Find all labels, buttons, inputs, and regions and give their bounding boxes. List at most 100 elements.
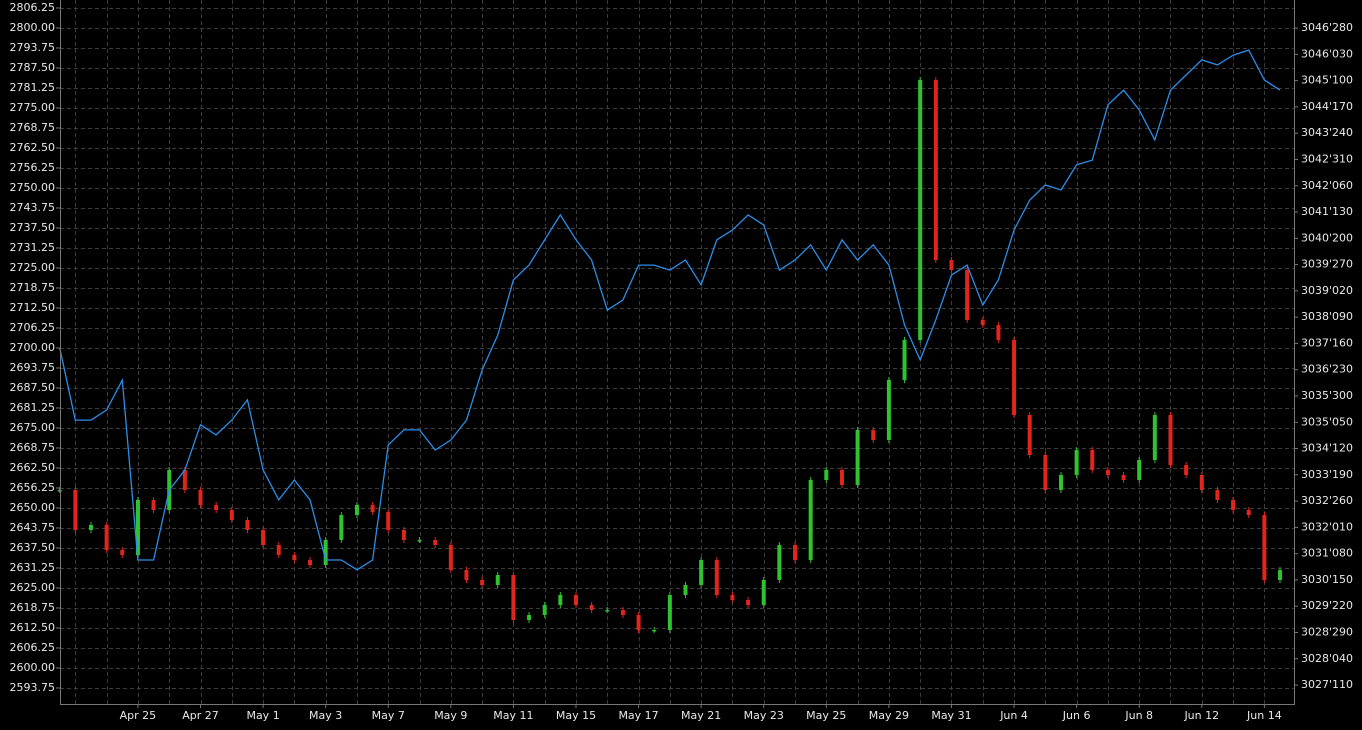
y2-tick-label: 3042'310 [1301, 152, 1353, 165]
candle [151, 500, 156, 510]
candle [354, 504, 359, 516]
y-tick-label: 2662.50 [10, 461, 56, 474]
x-tick-label: Jun 4 [999, 709, 1028, 722]
candle [339, 515, 344, 540]
y-tick-label: 2693.75 [10, 361, 56, 374]
candle [558, 595, 563, 605]
candle [1278, 569, 1283, 580]
x-tick-label: Apr 25 [120, 709, 157, 722]
marks [57, 49, 1283, 633]
candle [605, 609, 610, 612]
x-tick-label: Jun 6 [1062, 709, 1091, 722]
candle [996, 324, 1001, 340]
candle [652, 629, 657, 632]
y2-tick-label: 3032'260 [1301, 494, 1353, 507]
candle [855, 429, 860, 485]
x-tick-label: May 25 [806, 709, 846, 722]
candle [511, 575, 516, 620]
y-tick-label: 2625.00 [10, 581, 56, 594]
candle [57, 489, 62, 492]
y-tick-label: 2681.25 [10, 401, 56, 414]
y-tick-label: 2612.50 [10, 621, 56, 634]
candle [808, 480, 813, 560]
y2-tick-label: 3028'290 [1301, 625, 1353, 638]
y-tick-label: 2787.50 [10, 61, 56, 74]
x-tick-label: May 23 [744, 709, 784, 722]
y-tick-label: 2775.00 [10, 101, 56, 114]
candle [636, 615, 641, 630]
candle [386, 512, 391, 530]
candle [965, 269, 970, 320]
x-tick-label: May 11 [493, 709, 533, 722]
x-tick-label: Jun 12 [1183, 709, 1219, 722]
candle [1152, 415, 1157, 460]
y2-tick-label: 3035'050 [1301, 415, 1353, 428]
y2-tick-label: 3039'020 [1301, 284, 1353, 297]
x-tick-label: Jun 8 [1124, 709, 1153, 722]
candle [1168, 415, 1173, 465]
x-tick-label: May 31 [931, 709, 971, 722]
x-tick-label: May 29 [869, 709, 909, 722]
candle [933, 80, 938, 260]
y-tick-label: 2593.75 [10, 681, 56, 694]
y-tick-label: 2743.75 [10, 201, 56, 214]
y2-tick-label: 3035'300 [1301, 389, 1353, 402]
y2-tick-label: 3029'220 [1301, 599, 1353, 612]
y-tick-label: 2718.75 [10, 281, 56, 294]
candle [542, 604, 547, 616]
candle [573, 595, 578, 605]
candle [401, 529, 406, 540]
candle [495, 575, 500, 585]
candle [1215, 489, 1220, 500]
candle [464, 569, 469, 580]
y-tick-label: 2781.25 [10, 81, 56, 94]
y2-tick-label: 3041'130 [1301, 205, 1353, 218]
y-tick-label: 2637.50 [10, 541, 56, 554]
candle [871, 429, 876, 440]
candle [886, 380, 891, 440]
y-tick-label: 2756.25 [10, 161, 56, 174]
y-tick-label: 2793.75 [10, 41, 56, 54]
candle [480, 580, 485, 585]
y-tick-label: 2706.25 [10, 321, 56, 334]
candle [1105, 469, 1110, 476]
candle [88, 524, 93, 530]
candle [261, 529, 266, 545]
candle [135, 500, 140, 556]
labels: 2806.25 2800.00 2793.75 2787.50 2781.25 2775.… [10, 1, 1354, 722]
candle [182, 469, 187, 490]
y2-tick-label: 3031'080 [1301, 547, 1353, 560]
y2-tick-label: 3044'170 [1301, 100, 1353, 113]
x-tick-label: May 21 [681, 709, 721, 722]
x-tick-label: May 7 [372, 709, 405, 722]
candle [1246, 509, 1251, 516]
candle [777, 544, 782, 580]
candle [1184, 464, 1189, 476]
candle [746, 600, 751, 605]
candle [292, 555, 297, 560]
x-tick-label: Apr 27 [182, 709, 219, 722]
y-tick-label: 2606.25 [10, 641, 56, 654]
candle [1043, 455, 1048, 490]
x-tick-label: May 9 [434, 709, 467, 722]
candle [1121, 475, 1126, 480]
x-tick-label: May 15 [556, 709, 596, 722]
y-tick-label: 2643.75 [10, 521, 56, 534]
candle [1199, 475, 1204, 490]
y2-tick-label: 3034'120 [1301, 442, 1353, 455]
price-line [59, 49, 1281, 571]
y-tick-label: 2656.25 [10, 481, 56, 494]
candle [120, 549, 125, 556]
y-tick-label: 2806.25 [10, 1, 56, 14]
candle [667, 595, 672, 630]
candle [1058, 475, 1063, 490]
candle [1074, 449, 1079, 476]
candle [902, 340, 907, 380]
y2-tick-label: 3040'200 [1301, 231, 1353, 244]
candle [276, 544, 281, 556]
y-tick-label: 2737.50 [10, 221, 56, 234]
candle [793, 544, 798, 560]
